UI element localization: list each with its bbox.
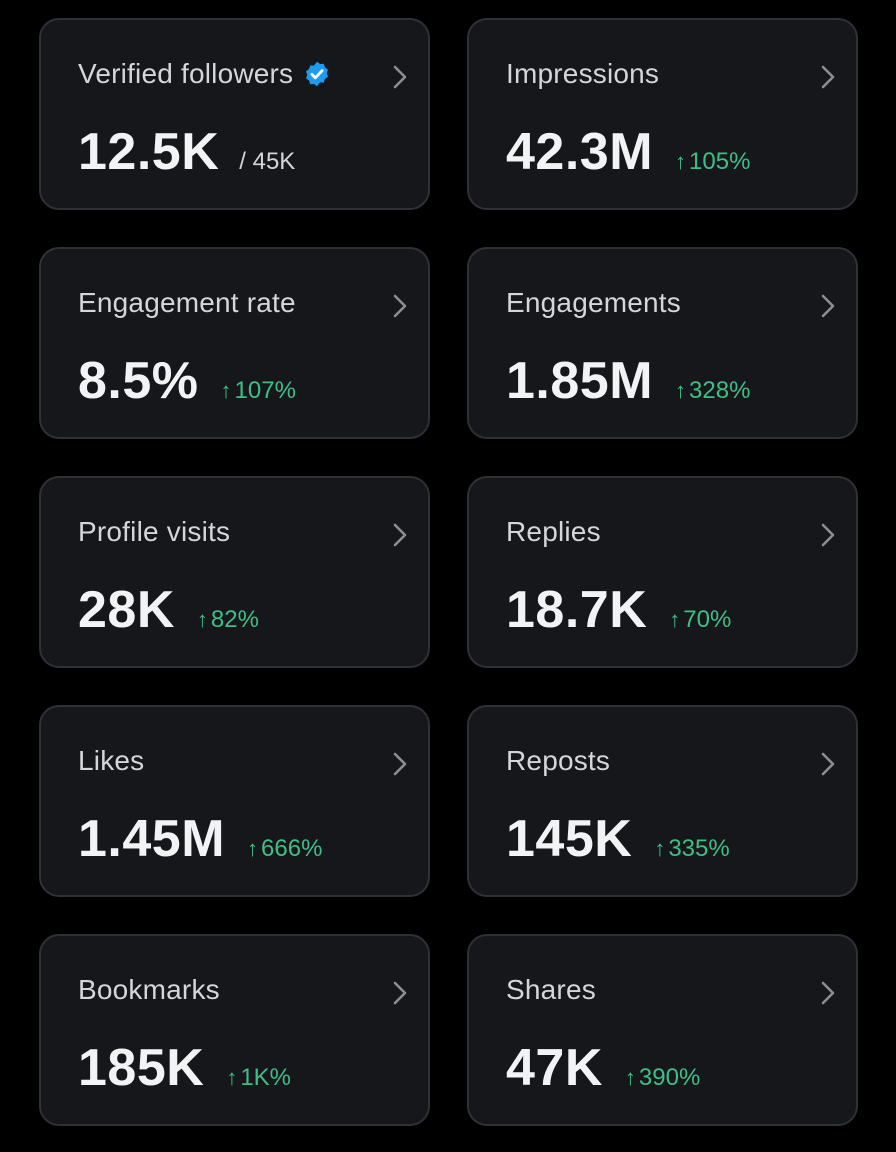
- card-label: Profile visits: [78, 516, 231, 547]
- card-label: Shares: [506, 974, 596, 1005]
- metric-change: ↑ 390%: [625, 1064, 700, 1092]
- metric-value: 1.45M: [78, 810, 226, 868]
- card-impressions[interactable]: Impressions 42.3M ↑ 105%: [467, 18, 858, 210]
- metric-change: ↑ 328%: [675, 377, 750, 405]
- metric-change: ↑ 70%: [669, 606, 731, 634]
- arrow-up-icon: ↑: [675, 378, 687, 403]
- value-row: 145K ↑ 335%: [506, 809, 730, 869]
- change-percent: 70%: [683, 606, 732, 633]
- arrow-up-icon: ↑: [220, 378, 232, 403]
- arrow-up-icon: ↑: [654, 836, 666, 861]
- card-label: Reposts: [506, 745, 611, 776]
- card-label: Replies: [506, 516, 601, 547]
- card-shares[interactable]: Shares 47K ↑ 390%: [467, 934, 858, 1126]
- value-row: 12.5K / 45K: [78, 122, 295, 182]
- change-percent: 82%: [210, 606, 259, 633]
- card-reposts[interactable]: Reposts 145K ↑ 335%: [467, 705, 858, 897]
- value-row: 185K ↑ 1K%: [78, 1038, 291, 1098]
- arrow-up-icon: ↑: [196, 607, 208, 632]
- value-row: 8.5% ↑ 107%: [78, 351, 296, 411]
- card-likes[interactable]: Likes 1.45M ↑ 666%: [39, 705, 430, 897]
- card-label: Engagement rate: [78, 287, 296, 318]
- change-percent: 335%: [668, 835, 730, 862]
- metric-value: 1.85M: [506, 352, 654, 410]
- metric-value: 8.5%: [78, 352, 199, 410]
- chevron-right-icon: [821, 294, 835, 318]
- card-label: Impressions: [506, 58, 660, 89]
- value-row: 18.7K ↑ 70%: [506, 580, 731, 640]
- metric-value: 185K: [78, 1039, 205, 1097]
- value-row: 28K ↑ 82%: [78, 580, 259, 640]
- analytics-grid: Verified followers 12.5K / 45K Impressio…: [39, 18, 858, 1126]
- card-bookmarks[interactable]: Bookmarks 185K ↑ 1K%: [39, 934, 430, 1126]
- chevron-right-icon: [393, 523, 407, 547]
- chevron-right-icon: [821, 752, 835, 776]
- metric-value: 42.3M: [506, 123, 654, 181]
- card-engagements[interactable]: Engagements 1.85M ↑ 328%: [467, 247, 858, 439]
- chevron-right-icon: [821, 65, 835, 89]
- metric-change: ↑ 107%: [221, 377, 296, 405]
- value-row: 1.45M ↑ 666%: [78, 809, 322, 869]
- change-percent: 666%: [261, 835, 323, 862]
- card-label: Bookmarks: [78, 974, 220, 1005]
- arrow-up-icon: ↑: [247, 836, 259, 861]
- metric-change: ↑ 82%: [197, 606, 259, 634]
- chevron-right-icon: [393, 294, 407, 318]
- change-percent: 105%: [689, 148, 751, 175]
- card-replies[interactable]: Replies 18.7K ↑ 70%: [467, 476, 858, 668]
- arrow-up-icon: ↑: [226, 1065, 238, 1090]
- metric-change: ↑ 666%: [247, 835, 322, 863]
- card-engagement-rate[interactable]: Engagement rate 8.5% ↑ 107%: [39, 247, 430, 439]
- chevron-right-icon: [393, 981, 407, 1005]
- chevron-right-icon: [821, 981, 835, 1005]
- chevron-right-icon: [393, 752, 407, 776]
- chevron-right-icon: [393, 65, 407, 89]
- metric-value: 47K: [506, 1039, 603, 1097]
- metric-value: 18.7K: [506, 581, 648, 639]
- metric-change: ↑ 105%: [675, 148, 750, 176]
- metric-change: ↑ 1K%: [226, 1064, 291, 1092]
- value-row: 1.85M ↑ 328%: [506, 351, 750, 411]
- metric-value: 28K: [78, 581, 175, 639]
- card-label: Engagements: [506, 287, 681, 318]
- change-percent: 328%: [689, 377, 751, 404]
- change-percent: 1K%: [240, 1064, 292, 1091]
- value-row: 42.3M ↑ 105%: [506, 122, 750, 182]
- card-label: Verified followers: [78, 58, 294, 89]
- metric-value: 145K: [506, 810, 633, 868]
- verified-badge-icon: [306, 61, 329, 87]
- chevron-right-icon: [821, 523, 835, 547]
- metric-total: / 45K: [239, 148, 296, 175]
- change-percent: 390%: [638, 1064, 701, 1091]
- value-row: 47K ↑ 390%: [506, 1038, 700, 1098]
- card-profile-visits[interactable]: Profile visits 28K ↑ 82%: [39, 476, 430, 668]
- metric-value: 12.5K: [78, 123, 220, 181]
- change-percent: 107%: [234, 377, 296, 404]
- card-label-wrapper: Verified followers: [78, 58, 331, 90]
- card-label: Likes: [78, 745, 145, 776]
- card-verified-followers[interactable]: Verified followers 12.5K / 45K: [39, 18, 430, 210]
- arrow-up-icon: ↑: [669, 607, 681, 632]
- metric-change: ↑ 335%: [654, 835, 729, 863]
- arrow-up-icon: ↑: [624, 1065, 636, 1090]
- arrow-up-icon: ↑: [675, 149, 687, 174]
